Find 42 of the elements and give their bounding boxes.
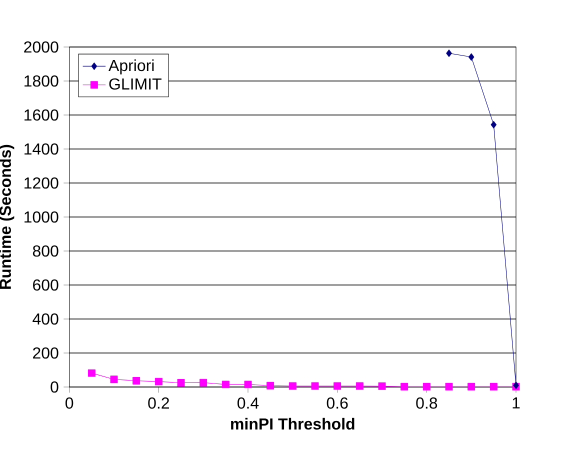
- y-tick-label: 200: [33, 347, 58, 359]
- point: [490, 382, 498, 390]
- point: [132, 376, 140, 384]
- y-tick-label: 800: [32, 245, 58, 257]
- x-tick-label: 1: [512, 397, 520, 408]
- y-tick-label: 2000: [24, 41, 58, 53]
- x-tick-label: 0.8: [416, 397, 438, 409]
- point: [288, 382, 296, 390]
- point: [490, 120, 497, 128]
- y-tick-label: 1600: [24, 109, 58, 121]
- point: [378, 382, 386, 390]
- y-tick-label: 400: [32, 313, 58, 325]
- point: [266, 382, 274, 390]
- x-tick-label: 0.6: [326, 397, 348, 409]
- point: [445, 382, 453, 390]
- point: [400, 382, 408, 390]
- y-tick-label: 1400: [24, 143, 58, 155]
- point: [110, 376, 118, 384]
- legend-label: GLIMIT: [109, 78, 162, 90]
- point: [468, 382, 476, 390]
- point: [311, 382, 319, 390]
- point: [334, 382, 342, 390]
- x-tick-label: 0.2: [148, 397, 169, 409]
- y-tick-label: 1000: [24, 211, 58, 223]
- legend-label: Apriori: [108, 59, 154, 74]
- y-tick-label: 1200: [24, 177, 58, 189]
- point: [88, 369, 96, 377]
- point: [244, 380, 252, 388]
- point: [200, 378, 208, 386]
- x-tick-label: 0: [66, 397, 74, 409]
- x-axis-title: minPI Threshold: [231, 418, 354, 430]
- x-tick-label: 0.4: [238, 397, 259, 409]
- point: [422, 382, 430, 390]
- point: [177, 379, 185, 386]
- y-tick-label: 1800: [24, 75, 58, 87]
- point: [154, 378, 162, 386]
- point: [468, 53, 474, 61]
- y-tick-label: 600: [33, 279, 58, 291]
- y-tick-label: 0: [50, 381, 58, 393]
- point: [356, 382, 364, 390]
- point: [446, 50, 452, 58]
- point: [222, 380, 230, 388]
